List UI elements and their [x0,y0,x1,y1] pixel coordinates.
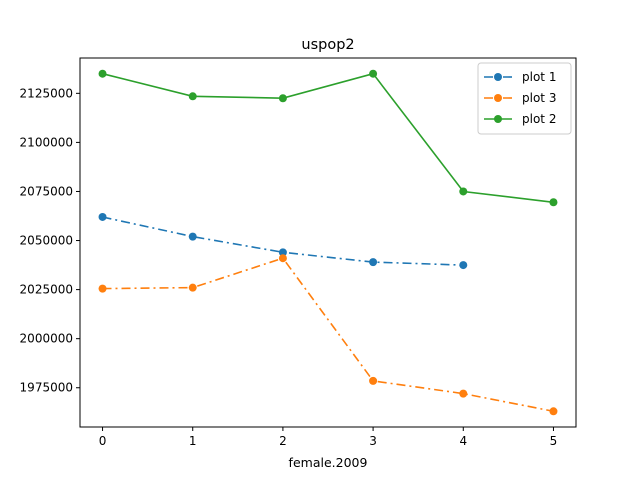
x-tick-label: 3 [369,434,377,448]
x-tick-label: 4 [459,434,467,448]
x-tick-label: 0 [99,434,107,448]
data-point [98,284,107,293]
x-axis-label: female.2009 [289,455,368,470]
data-point [459,261,468,270]
y-tick-label: 1975000 [20,381,73,395]
y-tick-label: 2125000 [20,86,73,100]
y-tick-label: 2050000 [20,234,73,248]
series-line [102,216,464,266]
legend-marker [494,94,502,102]
data-point [278,254,287,263]
legend-marker [494,73,502,81]
legend-marker [494,115,502,123]
legend: plot 1 plot 3 plot 2 [477,62,572,135]
data-point [369,258,378,267]
series-line [102,257,554,413]
legend-label: plot 3 [522,91,556,105]
y-tick-label: 2000000 [20,332,73,346]
legend-box [477,62,572,135]
data-point [98,212,107,221]
x-tick-label: 2 [279,434,287,448]
data-point [549,198,558,207]
data-point [188,92,197,101]
data-point [188,283,197,292]
chart-title: uspop2 [301,37,354,53]
data-point [278,94,287,103]
legend-label: plot 1 [522,70,556,84]
data-point [98,69,107,78]
axes-frame [79,57,577,428]
data-point [369,376,378,385]
y-tick-label: 2075000 [20,184,73,198]
x-tick-label: 5 [550,434,558,448]
data-point [369,69,378,78]
data-point [459,389,468,398]
plot-area: 0 1 2 3 4 5 1975000 2000000 2025000 2050000 207500… [20,57,577,448]
x-tick-label: 1 [189,434,197,448]
data-point [459,187,468,196]
data-point [278,248,287,257]
y-tick-label: 2025000 [20,283,73,297]
y-tick-label: 2100000 [20,135,73,149]
series-line [102,72,554,204]
data-point [188,232,197,241]
data-point [549,407,558,416]
legend-label: plot 2 [522,112,556,126]
